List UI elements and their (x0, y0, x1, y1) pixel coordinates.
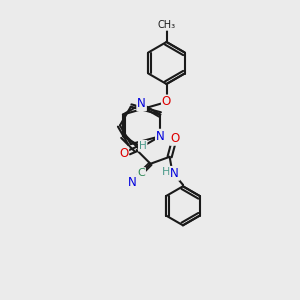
Text: N: N (156, 130, 165, 143)
Text: N: N (137, 97, 146, 110)
Text: O: O (162, 95, 171, 109)
Text: H: H (139, 141, 147, 151)
Text: C: C (137, 168, 145, 178)
Text: N: N (128, 176, 136, 189)
Text: O: O (119, 147, 128, 161)
Text: N: N (170, 167, 179, 180)
Text: O: O (170, 132, 179, 145)
Text: H: H (162, 167, 170, 177)
Text: CH₃: CH₃ (158, 20, 175, 30)
